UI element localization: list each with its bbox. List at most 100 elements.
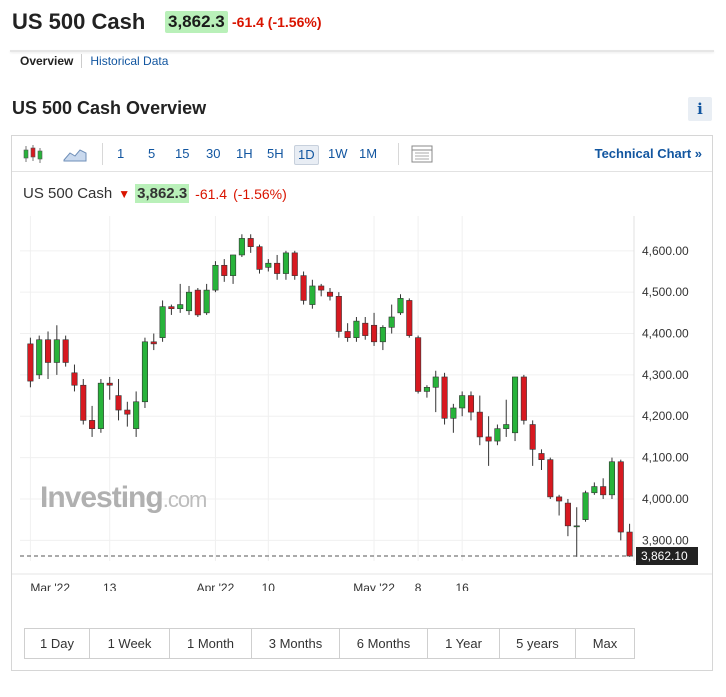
candle-body [247, 238, 254, 247]
table-view-icon[interactable] [409, 143, 435, 165]
candle-body [529, 424, 536, 450]
tab-historical-data[interactable]: Historical Data [81, 54, 176, 68]
range-max[interactable]: Max [576, 629, 634, 658]
candle-body [150, 341, 157, 345]
range-1-day[interactable]: 1 Day [25, 629, 90, 658]
range-3-months[interactable]: 3 Months [252, 629, 340, 658]
last-price: 3,862.3 [165, 11, 228, 33]
candle-body [626, 531, 633, 557]
candle-body [221, 264, 228, 276]
candle-body [617, 461, 624, 533]
x-tick-label: 16 [455, 581, 469, 591]
candle-body [476, 411, 483, 438]
range-5-years[interactable]: 5 years [500, 629, 576, 658]
y-tick-label: 4,000.00 [642, 492, 689, 506]
range-selector: 1 Day 1 Week 1 Month 3 Months 6 Months 1… [24, 628, 635, 659]
candle-body [406, 300, 413, 336]
mountain-chart-icon[interactable] [62, 143, 88, 165]
instrument-header: US 500 Cash 3,862.3 -61.4 (-1.56%) [0, 0, 726, 44]
candle-body [106, 382, 113, 386]
candle-body [124, 409, 131, 415]
candle-body [133, 401, 140, 429]
timeframe-30[interactable]: 30 [206, 146, 221, 161]
y-tick-label: 4,100.00 [642, 451, 689, 465]
candle-body [177, 304, 184, 310]
timeframe-1[interactable]: 1 [117, 146, 125, 161]
y-tick-label: 3,900.00 [642, 533, 689, 547]
y-tick-label: 4,600.00 [642, 244, 689, 258]
candle-body [450, 407, 457, 419]
candle-body [432, 376, 439, 388]
instrument-name: US 500 Cash [12, 9, 146, 34]
candle-body [344, 331, 351, 338]
candle-body [441, 376, 448, 419]
candle-body [115, 395, 122, 411]
timeframe-1m[interactable]: 1M [359, 146, 378, 161]
y-tick-label: 4,400.00 [642, 327, 689, 341]
technical-chart-link[interactable]: Technical Chart » [594, 146, 702, 161]
timeframe-15[interactable]: 15 [175, 146, 190, 161]
toolbar-separator [102, 143, 103, 165]
candlestick-icon[interactable] [20, 143, 46, 165]
timeframe-5[interactable]: 5 [148, 146, 156, 161]
candle-body [291, 252, 298, 276]
timeframe-1d[interactable]: 1D [294, 145, 319, 165]
candle-body [27, 343, 34, 382]
chart-widget: 1 5 15 30 1H 5H 1D 1W 1M Technical Chart… [11, 135, 713, 671]
candle-body [326, 291, 334, 297]
candle-body [397, 298, 404, 314]
candle-body [600, 486, 607, 496]
candle-body [362, 322, 369, 336]
candle-body [97, 382, 104, 429]
candle-body [194, 289, 201, 316]
x-tick-label: 13 [103, 581, 117, 591]
candle-body [62, 339, 69, 363]
timeframe-1w[interactable]: 1W [328, 146, 348, 161]
candle-body [371, 324, 378, 343]
candle-body [44, 339, 52, 363]
x-tick-label: Mar '22 [30, 581, 70, 591]
tab-overview[interactable]: Overview [20, 54, 74, 68]
candle-body [564, 502, 571, 527]
candle-body [388, 316, 395, 328]
legend-change-pct: (-1.56%) [233, 185, 287, 202]
info-icon[interactable]: i [688, 97, 712, 121]
candle-body [300, 275, 307, 301]
price-change: -61.4 (-1.56%) [232, 14, 322, 30]
section-title: US 500 Cash Overview [12, 98, 207, 118]
candle-body [230, 254, 237, 276]
legend-change: -61.4 [195, 185, 228, 202]
candle-body [36, 339, 43, 376]
last-price-tag [636, 546, 698, 565]
candle-body [591, 486, 598, 494]
legend-price: 3,862.3 [135, 184, 190, 203]
range-6-months[interactable]: 6 Months [340, 629, 428, 658]
y-tick-label: 4,300.00 [642, 368, 689, 382]
toolbar-separator [398, 143, 399, 165]
candle-body [582, 492, 589, 520]
candle-body [353, 320, 360, 338]
x-tick-label: 8 [415, 581, 422, 591]
range-1-week[interactable]: 1 Week [90, 629, 170, 658]
candle-body [547, 459, 554, 498]
candle-body [159, 306, 166, 338]
down-arrow-icon: ▼ [118, 186, 131, 201]
range-1-month[interactable]: 1 Month [170, 629, 252, 658]
x-tick-label: 10 [262, 581, 276, 591]
candle-body [538, 453, 545, 460]
chart-toolbar: 1 5 15 30 1H 5H 1D 1W 1M Technical Chart… [12, 136, 712, 172]
candle-body [274, 262, 281, 274]
investing-logo: Investing.com [40, 481, 207, 515]
candle-body [256, 246, 263, 270]
candle-body [309, 285, 316, 305]
candle-body [203, 289, 210, 314]
y-tick-label: 4,200.00 [642, 409, 689, 423]
timeframe-5h[interactable]: 5H [267, 146, 284, 161]
candle-body [608, 461, 616, 496]
candlestick-chart[interactable]: 4,600.00 4,500.00 4,400.00 4,300.00 4,200.00… [12, 216, 712, 591]
timeframe-1h[interactable]: 1H [236, 146, 253, 161]
candle-body [89, 420, 96, 429]
candle-body [379, 327, 386, 343]
candle-body [556, 496, 563, 502]
range-1-year[interactable]: 1 Year [428, 629, 500, 658]
